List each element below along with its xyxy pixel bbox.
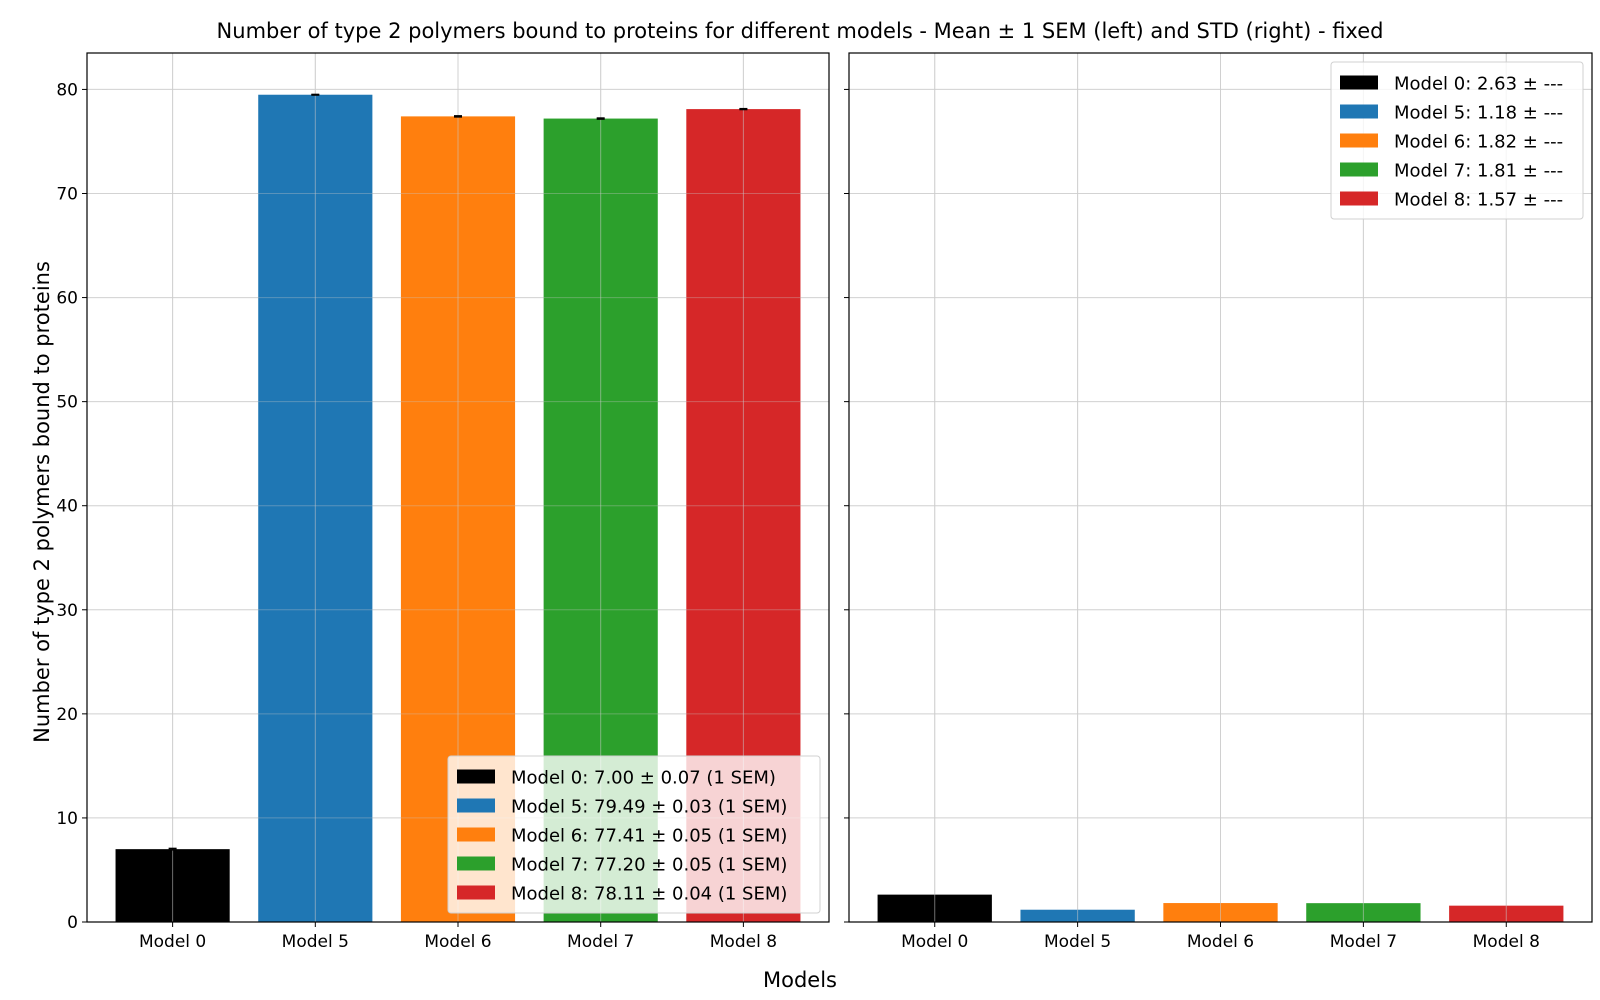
legend-entry: Model 0: 2.63 ± --- (1394, 74, 1563, 95)
y-tick-label: 30 (56, 601, 78, 621)
legend-entry: Model 8: 1.57 ± --- (1394, 190, 1563, 211)
x-tick-label: Model 5 (1044, 932, 1111, 952)
left-panel: 0 10 20 30 40 50 60 70 80 Model 0 Model 5 Model 6 Mo… (56, 52, 830, 952)
x-tick-label: Model 7 (567, 932, 634, 952)
x-tick-label: Model 5 (282, 932, 349, 952)
legend-entry: Model 6: 1.82 ± --- (1394, 132, 1563, 153)
x-axis-label: Models (763, 968, 837, 992)
right-panel: Model 0 Model 5 Model 6 Model 7 Model 8 Model… (844, 52, 1593, 952)
x-tick-label: Model 0 (139, 932, 206, 952)
x-tick-label: Model 8 (710, 932, 777, 952)
legend-entry: Model 8: 78.11 ± 0.04 (1 SEM) (511, 884, 787, 905)
legend-entry: Model 7: 1.81 ± --- (1394, 161, 1563, 182)
legend-swatch (457, 827, 495, 842)
legend-right: Model 0: 2.63 ± --- Model 5: 1.18 ± --- Mo… (1330, 61, 1584, 220)
x-tick-label: Model 6 (424, 932, 491, 952)
legend-entry: Model 5: 1.18 ± --- (1394, 103, 1563, 124)
legend-entry: Model 0: 7.00 ± 0.07 (1 SEM) (511, 768, 776, 789)
legend-swatch (457, 856, 495, 871)
y-tick-label: 70 (56, 184, 78, 204)
x-tick-label: Model 6 (1187, 932, 1254, 952)
legend-swatch (457, 769, 495, 784)
y-tick-label: 10 (56, 809, 78, 829)
legend-swatch (457, 798, 495, 813)
legend-swatch (1340, 75, 1378, 90)
legend-swatch (1340, 133, 1378, 148)
legend-left: Model 0: 7.00 ± 0.07 (1 SEM) Model 5: 79.… (447, 755, 821, 914)
x-tick-label: Model 7 (1330, 932, 1397, 952)
figure-title: Number of type 2 polymers bound to prote… (217, 19, 1384, 43)
legend-box (447, 755, 821, 914)
y-tick-label: 0 (67, 913, 78, 933)
legend-box (1330, 61, 1584, 220)
legend-entry: Model 5: 79.49 ± 0.03 (1 SEM) (511, 797, 787, 818)
y-tick-label: 20 (56, 705, 78, 725)
legend-swatch (1340, 162, 1378, 177)
y-tick-label: 80 (56, 80, 78, 100)
y-tick-label: 60 (56, 289, 78, 309)
y-tick-label: 50 (56, 393, 78, 413)
y-axis-label: Number of type 2 polymers bound to prote… (30, 261, 54, 743)
legend-entry: Model 6: 77.41 ± 0.05 (1 SEM) (511, 826, 787, 847)
legend-swatch (1340, 191, 1378, 206)
legend-swatch (1340, 104, 1378, 119)
legend-entry: Model 7: 77.20 ± 0.05 (1 SEM) (511, 855, 787, 876)
x-tick-label: Model 8 (1473, 932, 1540, 952)
x-tick-label: Model 0 (901, 932, 968, 952)
legend-swatch (457, 885, 495, 900)
y-tick-label: 40 (56, 497, 78, 517)
